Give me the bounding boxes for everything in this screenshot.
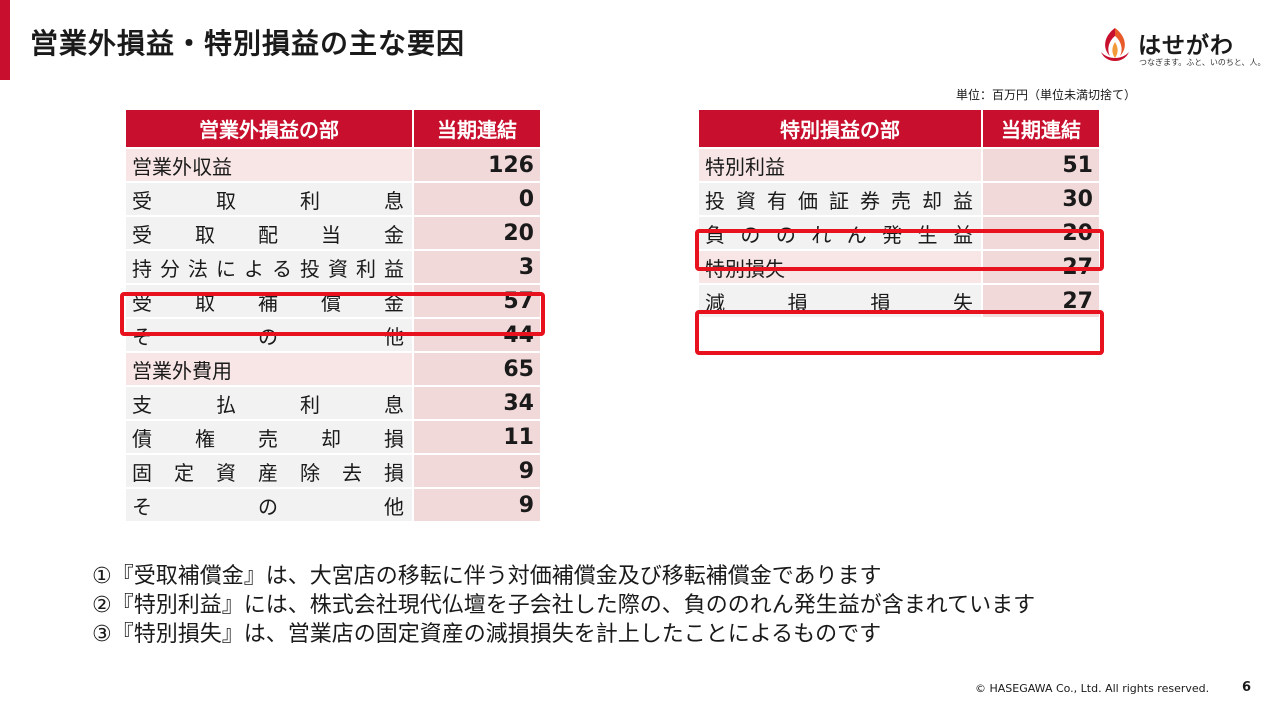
table-row: 特別損失 27 bbox=[697, 249, 1101, 285]
row-value: 126 bbox=[412, 147, 542, 183]
category-label: 営業外費用 bbox=[124, 351, 414, 387]
category-label: 特別損失 bbox=[697, 249, 983, 285]
row-value: 57 bbox=[412, 283, 542, 319]
item-label: 受取利息 bbox=[124, 181, 414, 217]
note-3: ③『特別損失』は、営業店の固定資産の減損損失を計上したことによるものです bbox=[92, 622, 882, 647]
table-row: 債権売却損 11 bbox=[124, 419, 542, 455]
table-row: 受取配当金 20 bbox=[124, 215, 542, 251]
item-label: 減損損失 bbox=[697, 283, 983, 319]
table-row: 持分法による投資利益 3 bbox=[124, 249, 542, 285]
table-row: 固定資産除去損 9 bbox=[124, 453, 542, 489]
row-label-text: 投資有価証券売却益 bbox=[705, 188, 973, 213]
row-value: 27 bbox=[981, 283, 1101, 319]
row-label-text: 受取利息 bbox=[132, 188, 404, 213]
row-value: 44 bbox=[412, 317, 542, 353]
column-header-section: 営業外損益の部 bbox=[124, 108, 414, 149]
logo-wordmark: はせがわ bbox=[1138, 33, 1234, 59]
page-number: 6 bbox=[1242, 680, 1252, 695]
row-label-text: 特別利益 bbox=[705, 154, 785, 179]
item-label: その他 bbox=[124, 317, 414, 353]
company-logo: はせがわ つなぎます。ふと、いのちと、人。 bbox=[1096, 26, 1266, 70]
row-value: 9 bbox=[412, 453, 542, 489]
row-value: 0 bbox=[412, 181, 542, 217]
table-row: 負ののれん発生益 20 bbox=[697, 215, 1101, 251]
row-value: 11 bbox=[412, 419, 542, 455]
page-title: 営業外損益・特別損益の主な要因 bbox=[30, 27, 466, 60]
row-label-text: 営業外収益 bbox=[132, 154, 232, 179]
logo-tagline: つなぎます。ふと、いのちと、人。 bbox=[1139, 58, 1266, 67]
item-label: 債権売却損 bbox=[124, 419, 414, 455]
row-value: 9 bbox=[412, 487, 542, 523]
non-operating-table: 営業外損益の部 当期連結 営業外収益 126 受取利息 0 受取配当金 20 持分法による投… bbox=[124, 108, 542, 523]
row-label-text: 受取配当金 bbox=[132, 222, 404, 247]
table-row: 投資有価証券売却益 30 bbox=[697, 181, 1101, 217]
item-label: 負ののれん発生益 bbox=[697, 215, 983, 251]
notes: ①『受取補償金』は、大宮店の移転に伴う対価補償金及び移転補償金であります ②『特… bbox=[92, 562, 1035, 649]
title-accent-bar bbox=[0, 0, 10, 80]
item-label: 受取配当金 bbox=[124, 215, 414, 251]
row-label-text: 営業外費用 bbox=[132, 358, 232, 383]
table-row: 営業外費用 65 bbox=[124, 351, 542, 387]
row-label-text: 減損損失 bbox=[705, 290, 973, 315]
category-label: 営業外収益 bbox=[124, 147, 414, 183]
row-label-text: 固定資産除去損 bbox=[132, 460, 404, 485]
row-label-text: 債権売却損 bbox=[132, 426, 404, 451]
row-label-text: 持分法による投資利益 bbox=[132, 256, 404, 281]
table-row: 営業外収益 126 bbox=[124, 147, 542, 183]
row-value: 65 bbox=[412, 351, 542, 387]
note-1: ①『受取補償金』は、大宮店の移転に伴う対価補償金及び移転補償金であります bbox=[92, 564, 882, 589]
row-value: 20 bbox=[981, 215, 1101, 251]
unit-note: 単位：百万円（単位未満切捨て） bbox=[956, 88, 1137, 102]
table-row: 特別利益 51 bbox=[697, 147, 1101, 183]
row-label-text: 特別損失 bbox=[705, 256, 785, 281]
table-row: その他 9 bbox=[124, 487, 542, 523]
column-header-consolidated: 当期連結 bbox=[981, 108, 1101, 149]
table-row: 受取補償金 57 bbox=[124, 283, 542, 319]
row-label-text: その他 bbox=[132, 494, 404, 519]
table-row: 支払利息 34 bbox=[124, 385, 542, 421]
column-header-section: 特別損益の部 bbox=[697, 108, 983, 149]
item-label: 投資有価証券売却益 bbox=[697, 181, 983, 217]
category-label: 特別利益 bbox=[697, 147, 983, 183]
row-label-text: 負ののれん発生益 bbox=[705, 222, 973, 247]
row-value: 20 bbox=[412, 215, 542, 251]
row-value: 30 bbox=[981, 181, 1101, 217]
item-label: 受取補償金 bbox=[124, 283, 414, 319]
item-label: 固定資産除去損 bbox=[124, 453, 414, 489]
table-row: その他 44 bbox=[124, 317, 542, 353]
logo-mark-icon bbox=[1101, 28, 1129, 61]
column-header-consolidated: 当期連結 bbox=[412, 108, 542, 149]
row-value: 27 bbox=[981, 249, 1101, 285]
table-row: 受取利息 0 bbox=[124, 181, 542, 217]
row-value: 51 bbox=[981, 147, 1101, 183]
row-label-text: 受取補償金 bbox=[132, 290, 404, 315]
row-label-text: その他 bbox=[132, 324, 404, 349]
row-value: 34 bbox=[412, 385, 542, 421]
row-value: 3 bbox=[412, 249, 542, 285]
note-2: ②『特別利益』には、株式会社現代仏壇を子会社した際の、負ののれん発生益が含まれて… bbox=[92, 593, 1036, 618]
extraordinary-table: 特別損益の部 当期連結 特別利益 51 投資有価証券売却益 30 負ののれん発生益 20 特… bbox=[697, 108, 1101, 319]
item-label: その他 bbox=[124, 487, 414, 523]
table-row: 減損損失 27 bbox=[697, 283, 1101, 319]
row-label-text: 支払利息 bbox=[132, 392, 404, 417]
copyright-footer: © HASEGAWA Co., Ltd. All rights reserved… bbox=[975, 682, 1210, 695]
item-label: 持分法による投資利益 bbox=[124, 249, 414, 285]
item-label: 支払利息 bbox=[124, 385, 414, 421]
